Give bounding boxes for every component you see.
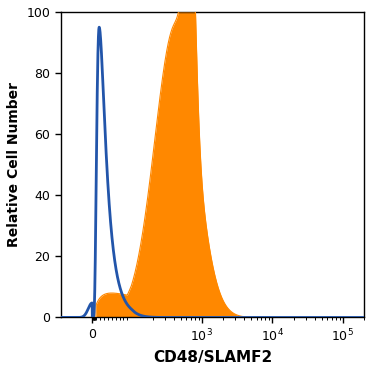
X-axis label: CD48/SLAMF2: CD48/SLAMF2 (153, 350, 272, 365)
Y-axis label: Relative Cell Number: Relative Cell Number (7, 82, 21, 247)
